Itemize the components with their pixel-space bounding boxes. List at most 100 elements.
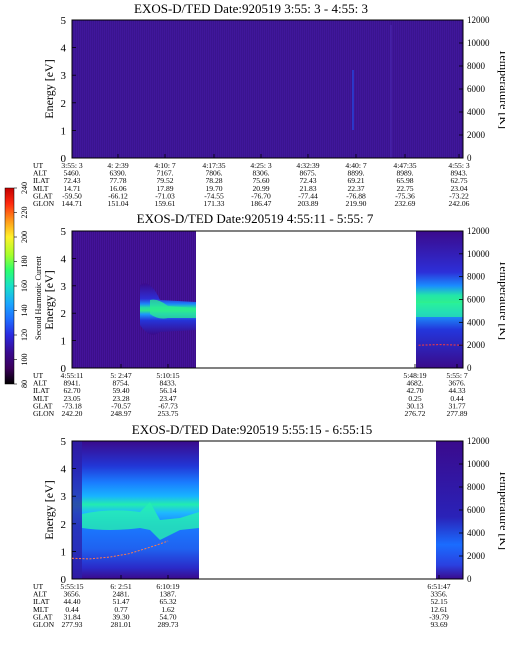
colorbar-tick-label: 100: [20, 354, 29, 366]
temperature-tick-label: 12000: [467, 436, 490, 446]
ephemeris-value: 0.44: [450, 394, 463, 403]
ephemeris-value: 56.14: [159, 386, 176, 395]
ephemeris-value: -77.44: [298, 191, 318, 200]
colorbar-tick-label: 140: [20, 305, 29, 317]
ephemeris-value: 22.75: [396, 184, 413, 193]
ephemeris-value: 253.75: [158, 409, 179, 418]
ephemeris-value: 65.98: [396, 176, 413, 185]
ephemeris-value: 7806.: [205, 169, 222, 178]
ephemeris-value: 75.60: [252, 176, 269, 185]
ephemeris-value: 23.47: [159, 394, 176, 403]
ephemeris-value: 23.28: [112, 394, 129, 403]
ephemeris-row-label: GLAT: [33, 401, 53, 410]
ephemeris-row-label: ALT: [33, 590, 47, 599]
ephemeris-value: 19.70: [205, 184, 222, 193]
ephemeris-value: 242.06: [449, 199, 470, 208]
temperature-tick-label: 8000: [467, 61, 486, 71]
ephemeris-row-label: GLON: [33, 620, 55, 629]
panel-1-noise-overlay: [72, 20, 463, 158]
ephemeris-value: 17.89: [156, 184, 173, 193]
panel-2-y2label: Temperature [K]: [497, 260, 505, 340]
ephemeris-value: 4:10: 7: [154, 161, 176, 170]
ephemeris-value: -74.55: [204, 191, 224, 200]
ephemeris-value: 4:25: 3: [250, 161, 272, 170]
ephemeris-value: 277.89: [447, 409, 468, 418]
panel-3-data-left: [72, 441, 199, 579]
ephemeris-value: 54.70: [159, 612, 176, 621]
energy-tick-label: 1: [61, 546, 67, 558]
energy-tick-label: 4: [61, 253, 67, 265]
ephemeris-value: 8943.: [450, 169, 467, 178]
ephemeris-value: 4:32:39: [296, 161, 319, 170]
colorbar-tick-label: 200: [20, 231, 29, 243]
ephemeris-value: 2481.: [112, 590, 129, 599]
ephemeris-row-label: GLON: [33, 409, 55, 418]
ephemeris-value: 5:55: 7: [446, 371, 468, 380]
ephemeris-value: 144.71: [62, 199, 83, 208]
ephemeris-value: 8675.: [299, 169, 316, 178]
ephemeris-value: 72.43: [299, 176, 316, 185]
ephemeris-value: -59.50: [62, 191, 82, 200]
ephemeris-value: 62.75: [450, 176, 467, 185]
ephemeris-value: 31.77: [448, 401, 465, 410]
energy-tick-label: 0: [61, 363, 67, 375]
temperature-tick-label: 2000: [467, 340, 486, 350]
panel-2-left-ticks: 5 4 3 2 1 0: [61, 226, 76, 375]
panel-3-y2label: Temperature [K]: [497, 470, 505, 550]
panel-3-temperature-line: [71, 540, 169, 560]
ephemeris-value: 7167.: [156, 169, 173, 178]
temperature-tick-label: 10000: [467, 459, 490, 469]
colorbar-tick-label: 160: [20, 280, 29, 292]
ephemeris-value: 0.25: [408, 394, 421, 403]
ephemeris-value: -73.18: [62, 401, 82, 410]
panel-1-right-ticks: 12000 10000 8000 6000 4000 2000 0: [459, 15, 490, 163]
energy-tick-label: 4: [61, 43, 67, 55]
energy-tick-label: 3: [61, 491, 67, 503]
energy-tick-label: 5: [61, 226, 67, 238]
ephemeris-value: 69.21: [347, 176, 364, 185]
ephemeris-value: 242.20: [62, 409, 83, 418]
panel-3-energy-core: [82, 502, 199, 540]
ephemeris-row-label: GLAT: [33, 191, 53, 200]
panel-3-left-ticks: 5 4 3 2 1 0: [61, 436, 76, 586]
panel-1-title: EXOS-D/TED Date:920519 3:55: 3 - 4:55: 3: [134, 1, 368, 16]
ephemeris-row-label: ILAT: [33, 386, 50, 395]
ephemeris-value: -39.79: [429, 612, 449, 621]
ephemeris-value: 8754.: [112, 379, 129, 388]
ephemeris-value: 232.69: [395, 199, 416, 208]
energy-tick-label: 1: [61, 336, 67, 348]
temperature-tick-label: 6000: [467, 505, 486, 515]
temperature-tick-label: 0: [467, 574, 472, 584]
ephemeris-value: 4:55: 3: [448, 161, 470, 170]
ephemeris-value: 3356.: [430, 590, 447, 599]
ephemeris-value: 6:10:19: [156, 582, 179, 591]
panel-2-energy-core: [150, 299, 196, 319]
ephemeris-row-label: MLT: [33, 394, 49, 403]
panel-3-data-right: [436, 441, 463, 579]
ephemeris-value: 4682.: [406, 379, 423, 388]
ephemeris-value: 51.47: [112, 597, 129, 606]
energy-tick-label: 3: [61, 70, 67, 82]
energy-tick-label: 3: [61, 281, 67, 293]
ephemeris-row-label: ALT: [33, 379, 47, 388]
ephemeris-value: 8899.: [347, 169, 364, 178]
ephemeris-value: 62.70: [63, 386, 80, 395]
temperature-tick-label: 0: [467, 153, 472, 163]
panel-3-right-ticks: 12000 10000 8000 6000 4000 2000 0: [459, 436, 490, 584]
ephemeris-value: 16.06: [109, 184, 126, 193]
ephemeris-value: -73.22: [449, 191, 469, 200]
panel-3-title: EXOS-D/TED Date:920519 5:55:15 - 6:55:15: [132, 422, 372, 437]
ephemeris-row-label: UT: [33, 582, 43, 591]
ephemeris-value: 281.01: [111, 620, 132, 629]
temperature-tick-label: 0: [467, 363, 472, 373]
temperature-tick-label: 12000: [467, 15, 490, 25]
ephemeris-value: 22.37: [347, 184, 364, 193]
panel-2-data-right: [416, 231, 463, 368]
energy-tick-label: 4: [61, 464, 67, 476]
ephemeris-value: 1387.: [159, 590, 176, 599]
ephemeris-value: 5:48:19: [403, 371, 426, 380]
energy-tick-label: 0: [61, 574, 67, 586]
colorbar-ticks: 240 220 200 180 160 140 120 100 80: [14, 182, 29, 388]
panel-2-ylabel: Energy [eV]: [42, 270, 56, 329]
energy-tick-label: 1: [61, 125, 67, 137]
